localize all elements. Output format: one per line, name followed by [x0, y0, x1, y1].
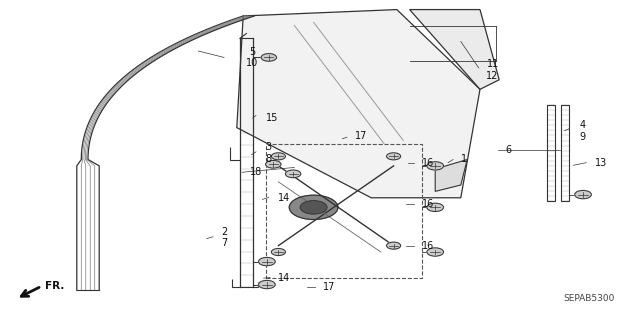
Circle shape [266, 160, 281, 168]
Text: 6: 6 [506, 145, 512, 155]
Text: 3
8: 3 8 [266, 142, 272, 164]
Text: 14: 14 [278, 272, 291, 283]
Polygon shape [237, 10, 480, 198]
Circle shape [387, 242, 401, 249]
Circle shape [289, 195, 338, 219]
Circle shape [427, 203, 444, 211]
Circle shape [427, 248, 444, 256]
Polygon shape [410, 10, 499, 89]
Text: 4
9: 4 9 [579, 120, 586, 142]
Circle shape [575, 190, 591, 199]
Circle shape [387, 153, 401, 160]
Text: 13: 13 [595, 158, 607, 168]
Text: 16: 16 [422, 158, 435, 168]
Text: 14: 14 [278, 193, 291, 203]
Text: FR.: FR. [45, 281, 64, 291]
Text: 17: 17 [355, 130, 367, 141]
Text: 15: 15 [266, 113, 278, 123]
Circle shape [261, 54, 276, 61]
Circle shape [259, 280, 275, 289]
Text: 11
12: 11 12 [486, 59, 499, 81]
Circle shape [427, 162, 444, 170]
Circle shape [300, 201, 327, 214]
Text: 18: 18 [250, 167, 262, 177]
Text: 1: 1 [461, 154, 467, 165]
Circle shape [271, 153, 285, 160]
Text: 2
7: 2 7 [221, 227, 227, 249]
Text: 17: 17 [323, 282, 335, 292]
Circle shape [259, 257, 275, 266]
Bar [547, 105, 555, 201]
Polygon shape [435, 160, 467, 191]
Text: 5
10: 5 10 [246, 47, 259, 68]
Text: 16: 16 [422, 199, 435, 209]
Text: SEPAB5300: SEPAB5300 [563, 294, 614, 303]
Text: 16: 16 [422, 241, 435, 251]
Circle shape [271, 249, 285, 256]
Bar [561, 105, 569, 201]
Circle shape [285, 170, 301, 178]
